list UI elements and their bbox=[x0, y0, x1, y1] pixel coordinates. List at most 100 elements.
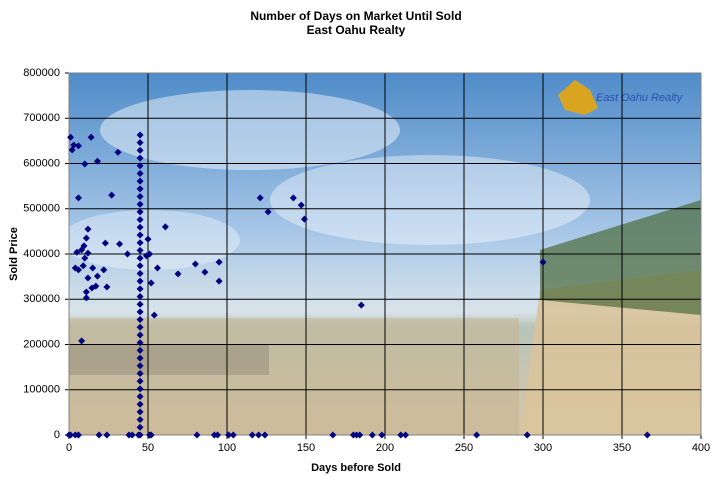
point bbox=[329, 431, 337, 439]
y-tick-label: 600000 bbox=[23, 157, 60, 169]
point bbox=[136, 177, 144, 185]
point bbox=[84, 249, 92, 257]
point bbox=[402, 431, 410, 439]
point bbox=[81, 254, 89, 262]
x-tick-label: 50 bbox=[142, 442, 154, 454]
y-tick-label: 400000 bbox=[23, 248, 60, 260]
x-tick-label: 0 bbox=[66, 442, 72, 454]
point bbox=[214, 431, 222, 439]
point bbox=[74, 142, 82, 150]
point bbox=[136, 308, 144, 316]
point bbox=[136, 208, 144, 216]
point bbox=[79, 262, 87, 270]
point bbox=[136, 423, 144, 431]
point bbox=[523, 431, 531, 439]
chart-subtitle: East Oahu Realty bbox=[307, 23, 406, 37]
point bbox=[136, 139, 144, 147]
point bbox=[161, 223, 169, 231]
point bbox=[174, 270, 182, 278]
x-tick-label: 100 bbox=[218, 442, 236, 454]
point bbox=[136, 369, 144, 377]
point bbox=[264, 208, 272, 216]
point bbox=[136, 277, 144, 285]
point bbox=[473, 431, 481, 439]
y-tick-label: 0 bbox=[54, 429, 60, 441]
point bbox=[136, 293, 144, 301]
x-tick-label: 400 bbox=[692, 442, 710, 454]
point bbox=[136, 354, 144, 362]
point bbox=[108, 191, 116, 199]
x-tick-label: 300 bbox=[534, 442, 552, 454]
point bbox=[136, 323, 144, 331]
point bbox=[255, 431, 263, 439]
point bbox=[87, 133, 95, 141]
point bbox=[114, 148, 122, 156]
x-axis-title: Days before Sold bbox=[311, 462, 401, 474]
point bbox=[539, 258, 547, 266]
logo: East Oahu Realty bbox=[558, 80, 684, 115]
point bbox=[215, 277, 223, 285]
point bbox=[101, 239, 109, 247]
point bbox=[136, 169, 144, 177]
point bbox=[74, 266, 82, 274]
point bbox=[135, 431, 143, 439]
point bbox=[256, 194, 264, 202]
point bbox=[136, 377, 144, 385]
point bbox=[136, 285, 144, 293]
point bbox=[67, 133, 75, 141]
x-tick-label: 250 bbox=[455, 442, 473, 454]
x-tick-label: 200 bbox=[376, 442, 394, 454]
point bbox=[136, 269, 144, 277]
point bbox=[82, 234, 90, 242]
point bbox=[84, 225, 92, 233]
point bbox=[136, 223, 144, 231]
point bbox=[300, 215, 308, 223]
point bbox=[136, 254, 144, 262]
point bbox=[136, 131, 144, 139]
point bbox=[136, 239, 144, 247]
point bbox=[89, 264, 97, 272]
x-tick-label: 350 bbox=[613, 442, 631, 454]
point bbox=[193, 431, 201, 439]
point bbox=[128, 431, 136, 439]
point bbox=[74, 194, 82, 202]
point bbox=[356, 431, 364, 439]
point bbox=[397, 431, 405, 439]
point bbox=[150, 311, 158, 319]
y-tick-label: 300000 bbox=[23, 293, 60, 305]
point bbox=[136, 200, 144, 208]
point bbox=[95, 431, 103, 439]
point bbox=[103, 283, 111, 291]
point bbox=[297, 201, 305, 209]
point bbox=[261, 431, 269, 439]
point bbox=[136, 339, 144, 347]
point bbox=[229, 431, 237, 439]
point bbox=[136, 231, 144, 239]
point bbox=[92, 282, 100, 290]
point bbox=[153, 264, 161, 272]
point bbox=[116, 240, 124, 248]
point bbox=[191, 260, 199, 268]
point bbox=[67, 431, 75, 439]
point bbox=[142, 252, 150, 260]
point bbox=[147, 279, 155, 287]
y-tick-label: 100000 bbox=[23, 384, 60, 396]
point bbox=[100, 266, 108, 274]
point bbox=[289, 194, 297, 202]
point bbox=[136, 346, 144, 354]
point bbox=[84, 274, 92, 282]
point bbox=[136, 146, 144, 154]
point bbox=[136, 362, 144, 370]
point bbox=[93, 157, 101, 165]
point bbox=[70, 141, 78, 149]
point bbox=[136, 185, 144, 193]
y-axis-title: Sold Price bbox=[8, 227, 20, 281]
point bbox=[78, 246, 86, 254]
point bbox=[147, 431, 155, 439]
point bbox=[73, 248, 81, 256]
point bbox=[378, 431, 386, 439]
x-tick-label: 150 bbox=[297, 442, 315, 454]
point bbox=[136, 331, 144, 339]
point bbox=[201, 268, 209, 276]
point bbox=[136, 416, 144, 424]
